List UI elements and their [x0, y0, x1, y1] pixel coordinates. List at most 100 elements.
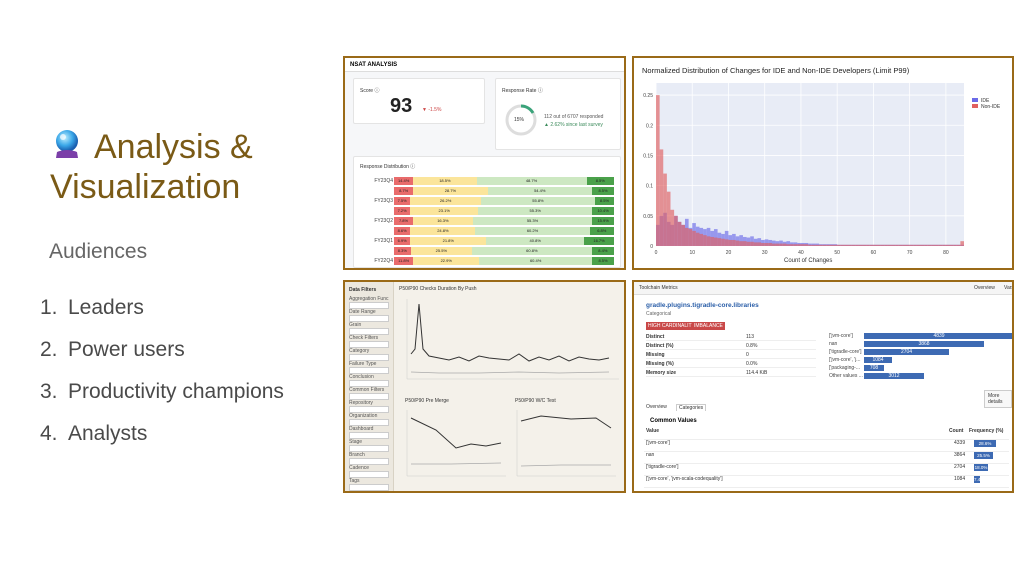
frequency-bar: 18.0% [974, 464, 988, 471]
bar: 3868 [864, 341, 984, 347]
subtab-overview[interactable]: Overview [646, 404, 667, 410]
distribution-segment: 8.4% [591, 247, 614, 255]
histogram-bar [757, 242, 762, 246]
filter-select[interactable] [349, 471, 389, 478]
y-tick-label: 0.15 [643, 153, 653, 159]
filter-select[interactable] [349, 354, 389, 361]
histogram-bar [877, 244, 881, 246]
histogram-bar [884, 244, 888, 246]
histogram-bar [858, 244, 863, 246]
bar-label: Other values ... [829, 373, 863, 379]
histogram-bar [945, 244, 950, 246]
histogram-bar [761, 242, 765, 246]
bar-label: ['packaging-... [829, 365, 860, 371]
filter-select[interactable] [349, 367, 389, 374]
histogram-bar [844, 244, 849, 246]
filter-select[interactable] [349, 484, 389, 491]
histogram-bar [782, 243, 787, 246]
histogram-bar [786, 241, 791, 246]
histogram-bar [960, 241, 964, 246]
subtab-categories[interactable]: Categories [676, 404, 707, 411]
list-item: 4. Analysts [40, 422, 148, 445]
histogram-bar [724, 230, 729, 246]
filter-select[interactable] [349, 445, 389, 452]
histogram-bar [931, 244, 936, 246]
histogram-bar [670, 209, 675, 246]
filter-select[interactable] [349, 419, 389, 426]
histogram-bar [703, 235, 707, 246]
histogram-bar [956, 244, 961, 246]
histogram-bar [953, 244, 957, 246]
histogram-bar [815, 244, 820, 246]
filter-select[interactable] [349, 380, 389, 387]
checks-duration-panel: Data Filters Aggregation Func Date Range G… [343, 280, 626, 493]
histogram-bar [819, 244, 823, 246]
histogram-bar [768, 242, 772, 246]
filter-label: Tags [349, 478, 360, 484]
filter-select[interactable] [349, 393, 389, 400]
histogram-bar [779, 243, 783, 246]
stat-row: Missing 0 [646, 352, 816, 359]
row-label: FY22Q4 [374, 258, 393, 264]
histogram-bar [674, 215, 678, 246]
filter-select[interactable] [349, 458, 389, 465]
y-tick-label: 0.1 [646, 184, 653, 190]
histogram-bar [920, 244, 925, 246]
bar-label: ['tigradle-core'] [829, 349, 862, 355]
filter-label: Failure Type [349, 361, 377, 367]
distribution-bar: 7.8% 16.3% 55.3% 15.9% [394, 217, 624, 225]
distribution-segment: 6.8% [589, 227, 614, 235]
distribution-segment: 28.7% [413, 187, 488, 195]
histogram-bar [855, 244, 859, 246]
more-details-button[interactable]: More details [984, 390, 1012, 408]
response-text: 112 out of 6707 responded [544, 114, 604, 120]
filter-select[interactable] [349, 341, 389, 348]
main-chart-title: P50/P90 Checks Duration By Push [399, 286, 477, 292]
histogram-bar [656, 95, 660, 247]
filter-select[interactable] [349, 406, 389, 413]
histogram-bar [797, 244, 801, 246]
distribution-bar: 14.4% 18.5% 48.7% 8.5% [394, 177, 624, 185]
histogram-bar [829, 244, 834, 246]
wc-test-chart [516, 410, 616, 477]
histogram-bar [909, 244, 914, 246]
histogram-bar [811, 244, 816, 246]
filter-label: Common Filters [349, 387, 385, 393]
distribution-segment: 55.3% [478, 207, 593, 215]
legend-swatch [972, 104, 978, 108]
crystal-ball-icon [50, 128, 84, 168]
filter-select[interactable] [349, 432, 389, 439]
plot-area [656, 83, 964, 246]
bar-label: ['jvm-core', 'j... [829, 357, 861, 363]
histogram-bar [916, 244, 921, 246]
bar-label: ['jvm-core'] [829, 333, 853, 339]
histogram-bar [746, 241, 751, 246]
y-tick-label: 0 [650, 244, 653, 250]
histogram-bar [750, 236, 754, 246]
response-sub: ▲ 2.62% since last survey [544, 122, 603, 128]
tab-vars[interactable]: Vars [1004, 285, 1014, 291]
distribution-segment: 25.5% [410, 247, 472, 255]
histogram-bar [706, 236, 711, 246]
histogram-bar [935, 244, 939, 246]
distribution-segment: 7.2% [394, 207, 411, 215]
row-label: FY23Q1 [374, 238, 393, 244]
frequency-bar: 28.6% [974, 440, 996, 447]
tab-overview[interactable]: Overview [974, 285, 995, 291]
filters-sidebar: Data Filters Aggregation Func Date Range G… [345, 282, 394, 491]
histogram-bar [753, 242, 758, 246]
distribution-segment: 22.9% [413, 257, 480, 265]
table-header: Value Count Frequency (%) [644, 428, 1009, 440]
filter-select[interactable] [349, 328, 389, 335]
x-tick-label: 40 [798, 250, 804, 256]
filter-select[interactable] [349, 302, 389, 309]
distribution-bar: 8.6% 24.8% 60.2% 6.8% [394, 227, 624, 235]
histogram-bar [938, 244, 943, 246]
filter-select[interactable] [349, 315, 389, 322]
list-item: 2. Power users [40, 338, 185, 361]
badge-high-cardinality: HIGH CARDINALITY [646, 322, 697, 330]
histogram-bar [826, 244, 830, 246]
distribution-segment: 7.5% [394, 197, 411, 205]
response-pct: 15% [514, 117, 525, 123]
stat-row: Distinct 113 [646, 334, 816, 341]
